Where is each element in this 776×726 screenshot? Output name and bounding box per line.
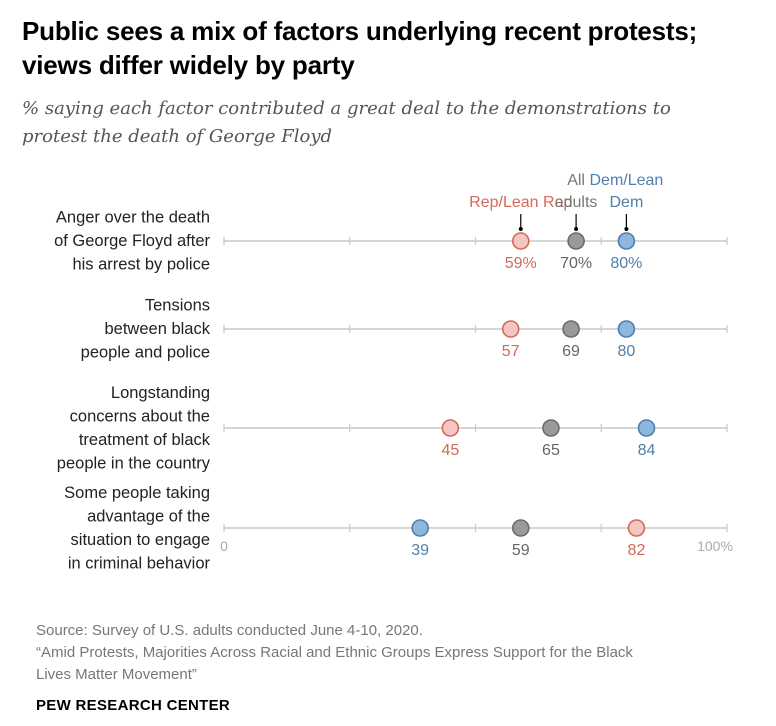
category-label-4: advantage of the bbox=[87, 507, 210, 525]
dot-1-row-4 bbox=[627, 519, 646, 537]
legend-label-3: Dem bbox=[610, 194, 644, 211]
category-label-4: situation to engage bbox=[71, 531, 210, 549]
legend-label-2: adults bbox=[555, 194, 598, 211]
data-label-2-row-2: 69 bbox=[562, 343, 580, 360]
category-label-2: people and police bbox=[81, 344, 210, 362]
dot-2-row-1 bbox=[567, 232, 585, 250]
dot-3-row-4 bbox=[411, 519, 429, 537]
category-label-1: Anger over the death bbox=[56, 209, 210, 227]
category-label-3: people in the country bbox=[57, 454, 211, 472]
data-label-3-row-2: 80 bbox=[618, 343, 636, 360]
source-line-1: Source: Survey of U.S. adults conducted … bbox=[36, 622, 423, 639]
category-label-2: between black bbox=[105, 320, 211, 338]
data-label-3-row-4: 39 bbox=[411, 542, 429, 559]
legend-label-2: All bbox=[567, 172, 585, 189]
source-line-3: Lives Matter Movement” bbox=[36, 666, 197, 683]
dot-1-row-3 bbox=[441, 419, 460, 437]
source-note: Source: Survey of U.S. adults conducted … bbox=[36, 620, 756, 686]
title-line-2: views differ widely by party bbox=[22, 50, 355, 80]
chart-title: Public sees a mix of factors underlying … bbox=[22, 14, 762, 82]
data-label-2-row-4: 59 bbox=[512, 542, 530, 559]
dot-2-row-3 bbox=[542, 419, 560, 437]
category-label-3: treatment of black bbox=[79, 431, 211, 449]
data-label-1-row-4: 82 bbox=[628, 542, 646, 559]
data-label-2-row-3: 65 bbox=[542, 442, 560, 459]
data-label-3-row-3: 84 bbox=[638, 442, 656, 459]
data-label-1-row-2: 57 bbox=[502, 343, 520, 360]
chart-subtitle: % saying each factor contributed a great… bbox=[22, 95, 742, 151]
dot-3-row-2 bbox=[617, 320, 636, 338]
dot-2-row-2 bbox=[562, 320, 580, 338]
category-label-1: his arrest by police bbox=[72, 256, 210, 274]
category-label-4: in criminal behavior bbox=[68, 554, 211, 572]
brand-logo-text: PEW RESEARCH CENTER bbox=[36, 697, 231, 714]
category-label-1: of George Floyd after bbox=[54, 232, 210, 250]
dot-3-row-1 bbox=[617, 232, 636, 250]
axis-label-max: 100% bbox=[697, 538, 733, 554]
dot-1-row-2 bbox=[501, 320, 520, 338]
subtitle-line-1: % saying each factor contributed a great… bbox=[22, 98, 671, 119]
category-label-2: Tensions bbox=[145, 297, 210, 315]
subtitle-line-2: protest the death of George Floyd bbox=[22, 126, 333, 147]
data-label-1-row-3: 45 bbox=[441, 442, 459, 459]
legend-leader-dot-3 bbox=[624, 227, 629, 231]
legend-label-3: Dem/Lean bbox=[589, 172, 663, 189]
dot-2-row-4 bbox=[511, 519, 530, 537]
legend-label-1: Rep/Lean Rep bbox=[469, 194, 572, 211]
data-label-3-row-1: 80% bbox=[610, 255, 642, 272]
category-label-4: Some people taking bbox=[64, 484, 210, 502]
dot-plot-chart: Rep/Lean Rep All adults Dem/Lean Dem Anger ov… bbox=[54, 172, 733, 572]
category-label-3: Longstanding bbox=[111, 384, 210, 402]
source-line-2: “Amid Protests, Majorities Across Racial… bbox=[36, 644, 633, 661]
legend-leader-dot-2 bbox=[574, 227, 579, 231]
data-label-1-row-1: 59% bbox=[505, 255, 537, 272]
legend-leader-dot-1 bbox=[518, 227, 523, 231]
title-line-1: Public sees a mix of factors underlying … bbox=[22, 16, 698, 46]
dot-3-row-3 bbox=[637, 419, 656, 437]
data-label-2-row-1: 70% bbox=[560, 255, 592, 272]
axis-label-min: 0 bbox=[220, 538, 228, 554]
category-label-3: concerns about the bbox=[70, 407, 210, 425]
dot-1-row-1 bbox=[511, 232, 530, 250]
